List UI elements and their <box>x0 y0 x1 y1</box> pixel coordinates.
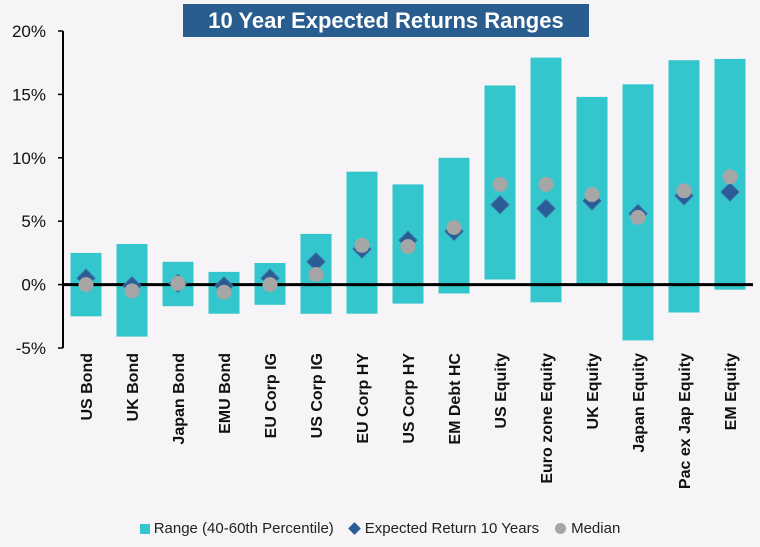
x-tick-label: US Equity <box>493 353 510 429</box>
chart-title: 10 Year Expected Returns Ranges <box>183 4 589 37</box>
expected-return-marker <box>720 182 740 202</box>
legend-median-swatch <box>555 523 567 534</box>
x-tick-label: US Corp HY <box>401 353 418 444</box>
x-tick-label: EMU Bond <box>217 353 234 434</box>
median-marker <box>216 284 232 300</box>
legend-item-range: Range (40-60th Percentile) <box>139 520 334 537</box>
x-tick-label: Pac ex Jap Equity <box>677 353 694 489</box>
y-tick-label: 10% <box>12 149 46 168</box>
x-tick-label: EU Corp HY <box>355 353 372 444</box>
median-marker <box>538 176 554 192</box>
y-tick-label: -5% <box>16 339 46 358</box>
x-tick-label: EU Corp IG <box>263 353 280 438</box>
median-marker <box>170 275 186 291</box>
x-tick-label: US Bond <box>79 353 96 421</box>
legend-range-swatch <box>139 523 150 534</box>
x-tick-label: US Corp IG <box>309 353 326 438</box>
expected-return-marker <box>490 195 510 215</box>
range-bars <box>70 57 746 341</box>
median-marker <box>492 176 508 192</box>
markers <box>76 169 740 300</box>
median-marker <box>354 237 370 253</box>
x-tick-label: Japan Bond <box>171 353 188 445</box>
expected-return-marker <box>536 198 556 219</box>
median-marker <box>676 183 692 199</box>
x-tick-label: EM Equity <box>723 353 740 430</box>
legend-expected-label: Expected Return 10 Years <box>364 520 540 537</box>
x-tick-label: UK Bond <box>125 353 142 421</box>
x-tick-label: Euro zone Equity <box>539 353 556 484</box>
x-tick-label: EM Debt HC <box>447 353 464 445</box>
median-marker <box>446 220 462 235</box>
median-marker <box>124 283 140 299</box>
legend: Range (40-60th Percentile) Expected Retu… <box>0 520 760 537</box>
median-marker <box>262 277 278 293</box>
legend-item-median: Median <box>555 520 620 537</box>
median-marker <box>722 169 738 185</box>
legend-median-label: Median <box>571 520 621 537</box>
median-marker <box>308 267 324 282</box>
x-tick-label: Japan Equity <box>631 353 648 453</box>
median-marker <box>400 239 416 255</box>
legend-expected-swatch <box>347 522 361 535</box>
y-tick-label: 15% <box>12 85 46 104</box>
median-marker <box>584 187 600 203</box>
legend-item-expected: Expected Return 10 Years <box>347 520 540 537</box>
legend-range-label: Range (40-60th Percentile) <box>153 520 334 537</box>
y-tick-label: 20% <box>12 22 46 41</box>
x-tick-label: UK Equity <box>585 353 602 430</box>
median-marker <box>630 209 646 225</box>
median-marker <box>78 277 94 293</box>
y-tick-label: 5% <box>21 212 46 231</box>
tick-labels: 20% 15% 10% 5% 0% -5% US Bond UK Bond Japan Bond… <box>12 22 740 489</box>
y-tick-label: 0% <box>21 276 46 295</box>
